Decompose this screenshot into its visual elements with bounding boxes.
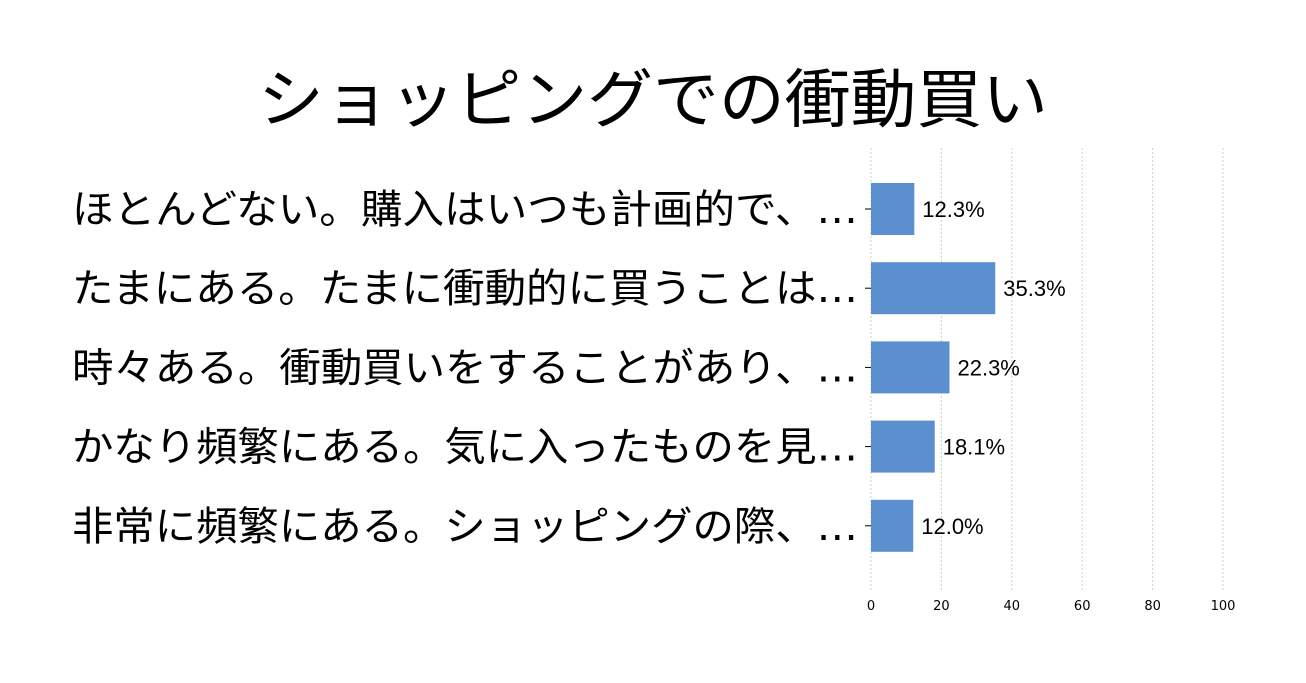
x-tick-label: 100 — [1211, 599, 1236, 614]
value-label: 18.1% — [943, 435, 1005, 460]
x-tick-label: 60 — [1074, 599, 1091, 614]
category-labels: ほとんどない。購入はいつも計画的で、… たまにある。たまに衝動的に買うことは… 時々… — [72, 187, 858, 550]
category-label: 非常に頻繁にある。ショッピングの際、… — [72, 504, 858, 550]
x-tick-label: 20 — [933, 599, 950, 614]
x-axis-ticks: 0 20 40 60 80 100 — [867, 599, 1236, 614]
bars — [865, 183, 996, 552]
bar — [871, 262, 996, 315]
x-tick-label: 0 — [867, 599, 875, 614]
chart-title: ショッピングでの衝動買い — [258, 64, 1048, 138]
category-label: たまにある。たまに衝動的に買うことは… — [72, 266, 858, 312]
bar — [871, 341, 950, 394]
value-label: 22.3% — [957, 355, 1019, 380]
category-label: かなり頻繁にある。気に入ったものを見… — [72, 425, 858, 471]
value-label: 35.3% — [1003, 276, 1065, 301]
bar — [871, 420, 935, 473]
value-labels: 12.3% 35.3% 22.3% 18.1% 12.0% — [921, 197, 1065, 539]
value-label: 12.0% — [921, 514, 983, 539]
category-label: ほとんどない。購入はいつも計画的で、… — [72, 187, 858, 233]
value-label: 12.3% — [922, 197, 984, 222]
x-tick-label: 80 — [1144, 599, 1161, 614]
category-label: 時々ある。衝動買いをすることがあり、… — [72, 345, 858, 391]
bar — [871, 183, 915, 235]
x-tick-label: 40 — [1004, 599, 1021, 614]
bar — [871, 499, 914, 552]
